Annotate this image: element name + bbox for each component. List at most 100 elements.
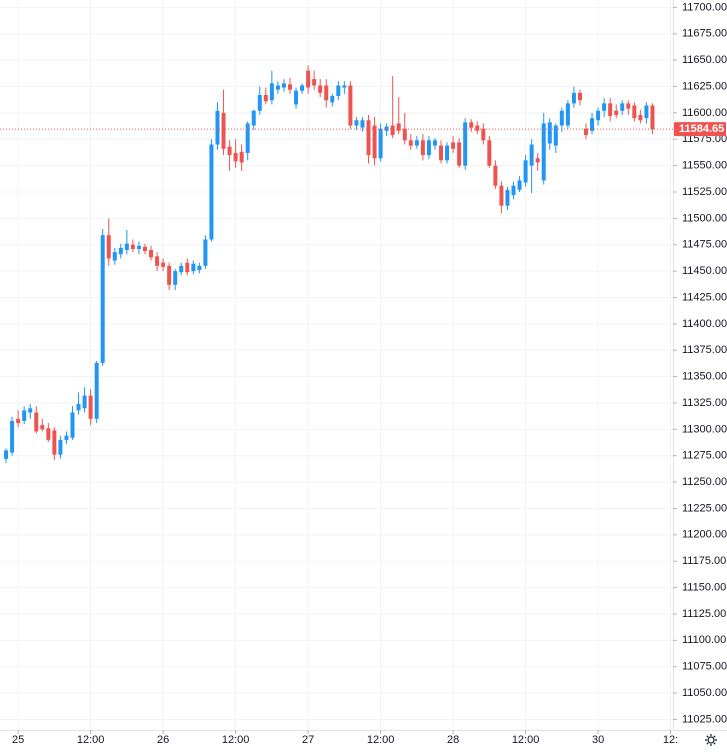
candle-body — [251, 110, 256, 126]
y-tick-label: 11525.00 — [682, 186, 727, 198]
y-tick-label: 11300.00 — [682, 423, 727, 435]
candle-body — [535, 158, 540, 163]
x-tick-label: 27 — [302, 734, 314, 746]
candle-body — [197, 265, 202, 271]
y-tick-label: 11400.00 — [682, 318, 727, 330]
candle-body — [505, 189, 510, 206]
y-tick-label: 11250.00 — [682, 476, 727, 488]
candle-body — [312, 79, 317, 86]
candle-body — [378, 128, 383, 159]
candle-body — [499, 185, 504, 206]
candle-body — [233, 152, 238, 162]
candle-body — [390, 125, 395, 136]
candle-body — [445, 145, 450, 161]
candle-body — [136, 245, 141, 249]
candle-body — [118, 247, 123, 255]
y-tick-label: 11175.00 — [682, 555, 726, 567]
candle-body — [614, 110, 619, 115]
candle-body — [82, 395, 87, 409]
candle-body — [106, 235, 111, 259]
candle-body — [396, 123, 401, 131]
candle-body — [281, 83, 286, 88]
candle-body — [173, 271, 178, 285]
candle-body — [4, 450, 9, 459]
candle-body — [420, 140, 425, 156]
candle-body — [227, 146, 232, 156]
candle-body — [414, 140, 419, 146]
y-tick-label: 11650.00 — [682, 54, 727, 66]
candle-body — [577, 92, 582, 101]
y-tick-label: 11475.00 — [682, 239, 727, 251]
candle-body — [221, 112, 226, 149]
settings-icon[interactable] — [705, 734, 717, 746]
candle-body — [608, 103, 613, 117]
y-tick-label: 11325.00 — [682, 397, 727, 409]
candle-body — [463, 122, 468, 166]
y-tick-label: 11100.00 — [682, 634, 726, 646]
y-tick-label: 11375.00 — [682, 344, 727, 356]
y-tick-label: 11600.00 — [682, 107, 727, 119]
x-tick-label: 12: — [663, 734, 678, 746]
candle-body — [58, 439, 63, 455]
candle-body — [330, 95, 335, 103]
candle-body — [209, 144, 214, 240]
x-tick-label: 12:00 — [222, 734, 250, 746]
candle-body — [94, 362, 99, 419]
candle-body — [426, 140, 431, 156]
candle-body — [185, 262, 190, 273]
y-tick-label: 11150.00 — [682, 581, 726, 593]
x-tick-label: 26 — [157, 734, 169, 746]
y-tick-label: 11675.00 — [682, 28, 727, 40]
y-tick-label: 11700.00 — [682, 1, 727, 13]
candle-body — [457, 142, 462, 166]
y-tick-label: 11050.00 — [682, 687, 727, 699]
candle-body — [523, 160, 528, 183]
candle-body — [342, 85, 347, 88]
candle-body — [348, 85, 353, 126]
candle-body — [88, 395, 93, 419]
candle-body — [620, 103, 625, 111]
candle-body — [269, 83, 274, 101]
candle-body — [215, 110, 220, 145]
candle-body — [644, 105, 649, 119]
y-tick-label: 11425.00 — [682, 291, 727, 303]
candle-body — [469, 122, 474, 128]
candle-body — [46, 428, 51, 440]
y-tick-label: 11225.00 — [682, 502, 727, 514]
candle-body — [245, 123, 250, 153]
candle-body — [239, 151, 244, 163]
x-tick-label: 30 — [592, 734, 604, 746]
candle-body — [155, 256, 160, 266]
y-tick-label: 11075.00 — [682, 661, 727, 673]
candle-body — [559, 110, 564, 126]
candle-body — [203, 239, 208, 266]
candle-body — [22, 410, 27, 421]
y-tick-label: 11350.00 — [682, 371, 727, 383]
candle-body — [263, 94, 268, 102]
candle-body — [493, 165, 498, 186]
candle-body — [602, 103, 607, 111]
candle-body — [584, 128, 589, 136]
candle-body — [287, 84, 292, 90]
candle-body — [300, 85, 305, 91]
candle-body — [529, 144, 534, 166]
candle-body — [511, 185, 516, 196]
candle-body — [596, 110, 601, 121]
candle-body — [632, 105, 637, 119]
y-tick-label: 11625.00 — [682, 80, 727, 92]
candle-body — [179, 265, 184, 273]
x-tick-label: 12:00 — [77, 734, 105, 746]
candle-body — [626, 103, 631, 109]
candle-body — [28, 408, 33, 413]
x-tick-label: 12:00 — [367, 734, 395, 746]
candle-body — [432, 140, 437, 146]
candle-body — [336, 85, 341, 96]
candle-body — [402, 128, 407, 141]
candle-body — [384, 126, 389, 131]
candle-body — [142, 246, 147, 252]
candle-body — [161, 262, 166, 267]
candle-body — [275, 85, 280, 90]
y-tick-label: 11450.00 — [682, 265, 727, 277]
candle-body — [318, 85, 323, 93]
